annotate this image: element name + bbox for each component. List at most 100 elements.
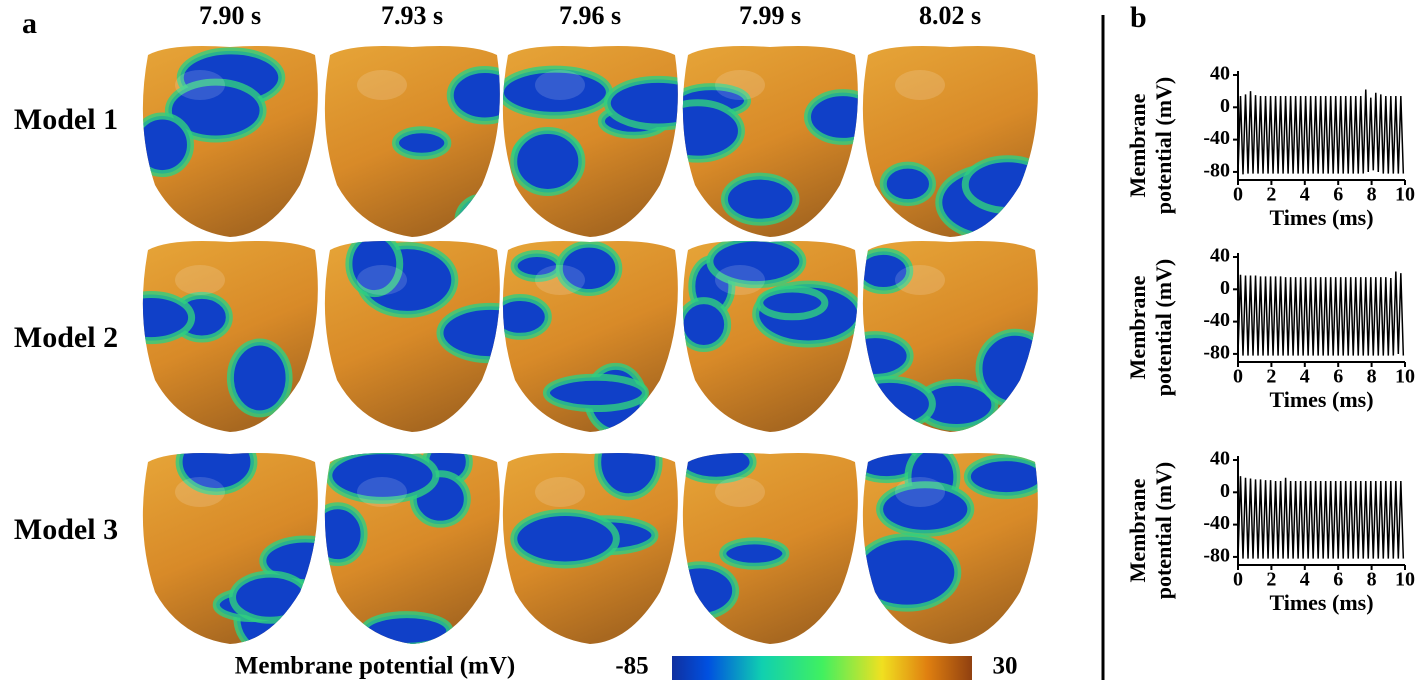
trace xyxy=(1237,271,1405,356)
heart-surface xyxy=(142,46,318,237)
depolarized-region xyxy=(229,570,312,624)
depolarized-region xyxy=(876,481,975,537)
heart-render xyxy=(682,453,858,644)
highlight xyxy=(175,477,225,507)
highlight xyxy=(357,477,407,507)
y-tick-label: 0 xyxy=(1220,480,1230,502)
depolarized-region xyxy=(961,155,1038,214)
x-axis-title: Times (ms) xyxy=(1269,387,1373,412)
model-label: Model 3 xyxy=(14,513,118,546)
depolarized-region xyxy=(345,241,404,298)
depolarized-region xyxy=(454,193,500,237)
highlight xyxy=(175,265,225,295)
heart-surface xyxy=(862,453,1038,644)
depolarized-region xyxy=(175,453,258,496)
y-axis-title: Membrane xyxy=(1125,93,1150,197)
highlight xyxy=(535,477,585,507)
time-label: 7.90 s xyxy=(199,1,261,30)
panel-label: b xyxy=(1130,1,1147,34)
heart-surface xyxy=(862,241,1038,432)
y-tick-label: 40 xyxy=(1210,245,1230,267)
y-axis-title: Membrane xyxy=(1125,275,1150,379)
heart-surface xyxy=(324,453,500,644)
highlight xyxy=(175,70,225,100)
depolarized-region xyxy=(226,338,293,418)
depolarized-region xyxy=(963,454,1038,500)
x-tick-label: 8 xyxy=(1367,184,1377,206)
highlight xyxy=(535,70,585,100)
depolarized-region xyxy=(879,161,936,207)
x-tick-label: 0 xyxy=(1233,184,1243,206)
heart-surface xyxy=(502,46,678,237)
highlight xyxy=(895,477,945,507)
depolarized-region xyxy=(510,127,586,196)
x-tick-label: 10 xyxy=(1395,366,1415,388)
heart-render xyxy=(682,241,858,432)
y-tick-label: -40 xyxy=(1203,127,1230,149)
y-tick-label: -80 xyxy=(1203,160,1230,182)
depolarized-region xyxy=(142,112,194,178)
y-axis-title: potential (mV) xyxy=(1151,259,1176,396)
depolarized-region xyxy=(682,453,757,484)
highlight xyxy=(357,70,407,100)
depolarized-region xyxy=(542,373,649,413)
heart-surface xyxy=(682,453,858,644)
depolarized-region xyxy=(325,453,440,504)
trace xyxy=(1237,89,1405,175)
depolarized-region xyxy=(719,537,790,570)
heart-surface xyxy=(682,46,858,237)
x-tick-label: 6 xyxy=(1333,569,1343,591)
depolarized-region xyxy=(446,66,500,125)
highlight xyxy=(895,70,945,100)
model-label: Model 1 xyxy=(14,103,118,136)
y-tick-label: 0 xyxy=(1220,277,1230,299)
x-tick-label: 0 xyxy=(1233,569,1243,591)
y-tick-label: -80 xyxy=(1203,545,1230,567)
heart-render xyxy=(502,46,678,237)
depolarized-region xyxy=(706,241,807,289)
depolarized-region xyxy=(682,561,740,620)
heart-render xyxy=(324,46,500,237)
time-label: 7.96 s xyxy=(559,1,621,30)
x-tick-label: 6 xyxy=(1333,184,1343,206)
x-tick-label: 10 xyxy=(1395,569,1415,591)
heart-render xyxy=(682,46,858,237)
highlight xyxy=(715,265,765,295)
heart-render xyxy=(142,241,318,432)
depolarized-region xyxy=(756,285,829,321)
x-tick-label: 4 xyxy=(1300,366,1310,388)
x-tick-label: 4 xyxy=(1300,569,1310,591)
highlight xyxy=(357,265,407,295)
x-tick-label: 0 xyxy=(1233,366,1243,388)
depolarized-region xyxy=(720,172,800,226)
y-tick-label: 0 xyxy=(1220,95,1230,117)
depolarized-region xyxy=(594,453,663,501)
x-tick-label: 2 xyxy=(1266,569,1276,591)
x-tick-label: 8 xyxy=(1367,366,1377,388)
y-axis-title: potential (mV) xyxy=(1151,462,1176,599)
depolarized-region xyxy=(862,247,914,295)
x-tick-label: 10 xyxy=(1395,184,1415,206)
x-tick-label: 2 xyxy=(1266,184,1276,206)
time-label: 7.93 s xyxy=(381,1,443,30)
heart-surface xyxy=(142,241,318,432)
depolarized-region xyxy=(682,99,745,163)
y-tick-label: -40 xyxy=(1203,512,1230,534)
heart-surface xyxy=(502,241,678,432)
y-tick-label: 40 xyxy=(1210,448,1230,470)
heart-render xyxy=(324,453,500,644)
heart-surface xyxy=(682,241,858,432)
x-tick-label: 2 xyxy=(1266,366,1276,388)
x-tick-label: 8 xyxy=(1367,569,1377,591)
x-tick-label: 6 xyxy=(1333,366,1343,388)
heart-render xyxy=(862,46,1038,237)
y-tick-label: -40 xyxy=(1203,309,1230,331)
heart-surface xyxy=(324,46,500,237)
heart-render xyxy=(502,453,678,644)
colorbar-label: Membrane potential (mV) xyxy=(235,653,516,680)
x-axis-title: Times (ms) xyxy=(1269,590,1373,615)
depolarized-region xyxy=(603,75,678,131)
heart-render xyxy=(142,453,318,644)
heart-render xyxy=(142,46,318,237)
